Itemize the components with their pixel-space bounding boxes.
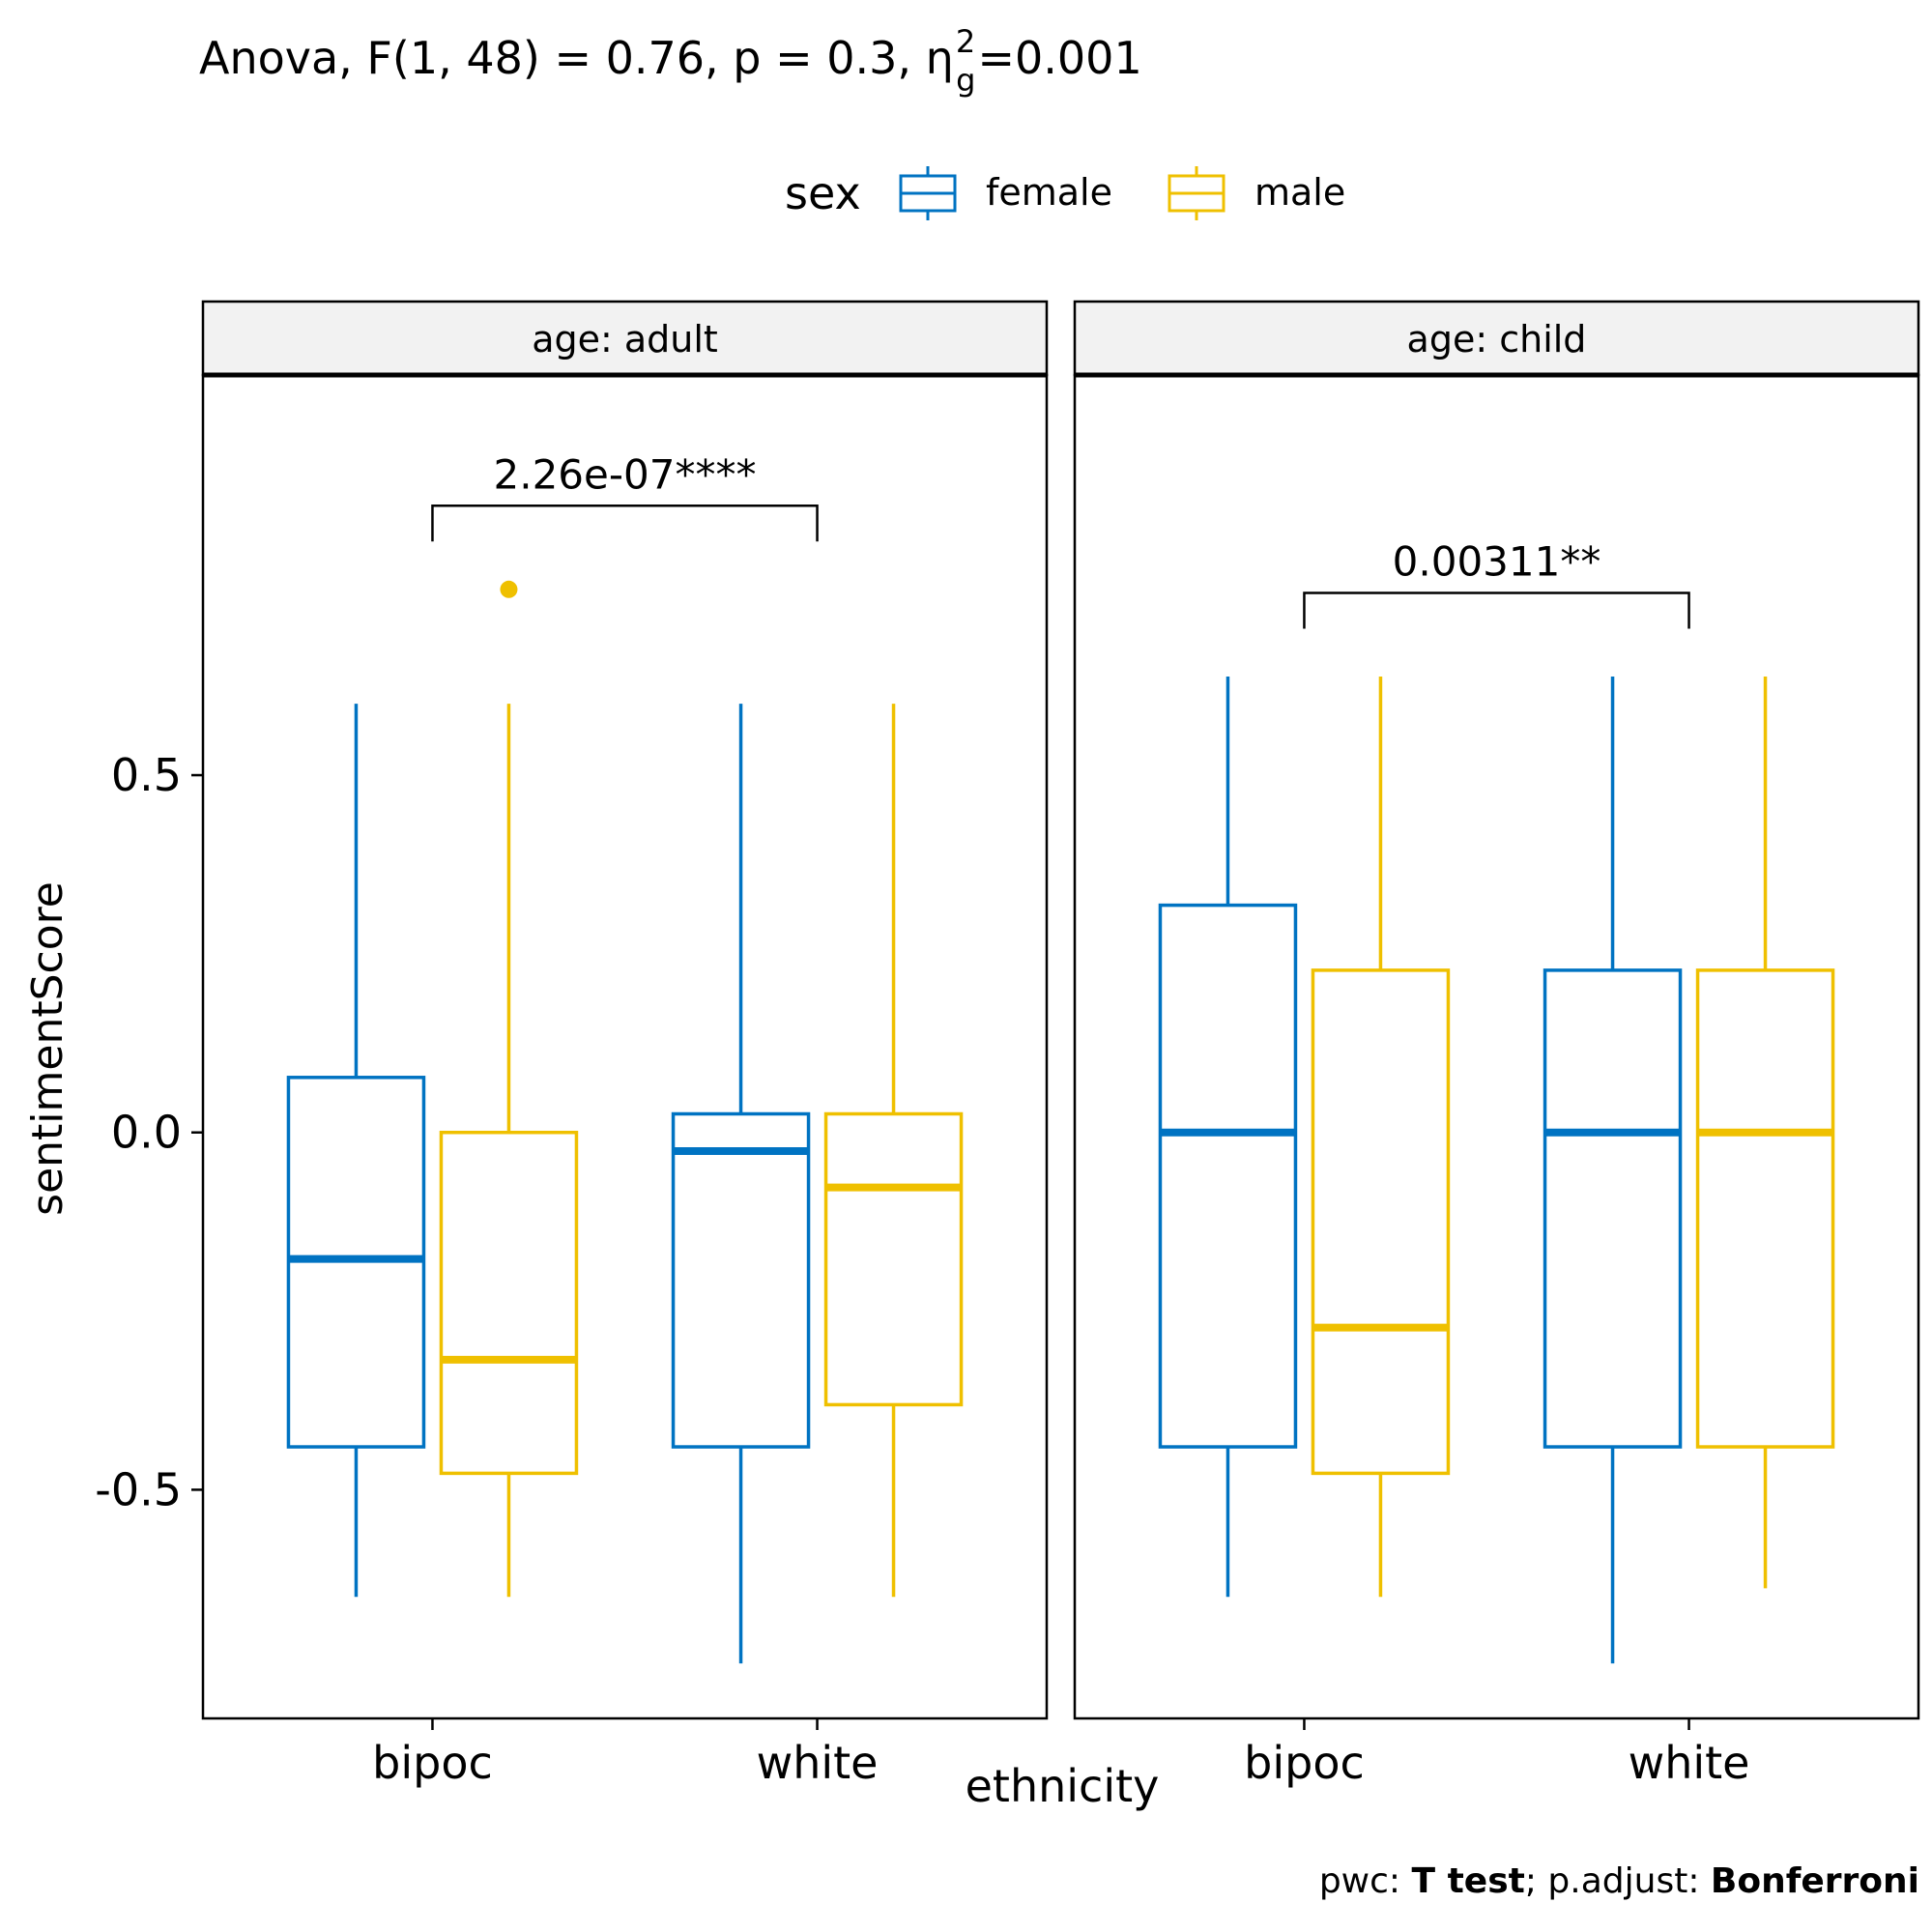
legend-label-male: male [1254,171,1345,214]
strip-background [1073,300,1920,377]
box-white-female [1543,677,1683,1664]
legend-label-female: female [986,171,1112,214]
panel-border [201,373,1049,1720]
box-bipoc-male [1311,677,1451,1598]
x-tick-label-bipoc: bipoc [1244,1737,1365,1789]
strip-label: age: child [1407,318,1587,360]
panel-border [1073,373,1920,1720]
box-bipoc-male [439,580,579,1598]
y-tick-label: 0.0 [111,1107,182,1159]
y-tick-label: -0.5 [95,1463,182,1515]
bracket-line [1303,591,1690,629]
legend-title: sex [785,167,861,219]
significance-bracket: 0.00311** [1303,538,1690,629]
chart-title-prefix: Anova, F(1, 48) = 0.76, p = 0.3, η [199,32,954,84]
legend-item-female: female [899,166,1112,220]
box-bipoc-female [286,704,426,1598]
x-tick-label-white: white [757,1737,879,1789]
box-iqr [1695,968,1835,1449]
legend-key-female [899,166,957,220]
caption: pwc: T test; p.adjust: Bonferroni [1319,1861,1919,1901]
bracket-label: 2.26e-07**** [494,450,757,498]
strip-background [201,300,1049,377]
caption-part-1: pwc: [1319,1861,1412,1901]
x-axis-label: ethnicity [966,1760,1160,1812]
outlier-point [500,580,518,598]
chart-title-superscript: 2 [956,23,975,60]
box-white-male [1695,677,1835,1589]
panels: age: adult 2.26e-07**** bipoc white 0.5 0.0 -0… [95,300,1920,1789]
box-iqr [1543,968,1683,1449]
box-bipoc-female [1158,677,1298,1598]
panel-1: age: adult 2.26e-07**** bipoc white 0.5 0.0 -0… [95,300,1049,1789]
box-iqr [823,1111,964,1407]
legend-key-male [1168,166,1226,220]
box-white-male [823,704,964,1598]
caption-part-4: Bonferroni [1711,1861,1919,1901]
significance-bracket: 2.26e-07**** [431,450,819,542]
bracket-line [431,505,819,542]
y-axis-label: sentimentScore [23,881,72,1216]
x-tick-label-bipoc: bipoc [372,1737,493,1789]
legend-item-male: male [1168,166,1345,220]
caption-part-2: T test [1412,1861,1525,1901]
box-iqr [439,1130,579,1476]
y-tick-label: 0.5 [111,749,182,801]
x-tick-label-white: white [1629,1737,1750,1789]
box-white-female [671,704,811,1664]
strip-label: age: adult [532,318,718,360]
box-iqr [1311,968,1451,1476]
legend: sex female male [785,166,1345,220]
box-iqr [1158,903,1298,1449]
bracket-label: 0.00311** [1393,538,1601,586]
panel-2: age: child 0.00311** bipoc white [1073,300,1920,1789]
chart-title-subscript: g [956,62,975,99]
chart-title: Anova, F(1, 48) = 0.76, p = 0.3, η2 g=0.0… [199,23,1142,99]
chart-title-suffix: =0.001 [977,32,1141,84]
caption-part-3: ; p.adjust: [1525,1861,1711,1901]
box-iqr [671,1111,811,1449]
